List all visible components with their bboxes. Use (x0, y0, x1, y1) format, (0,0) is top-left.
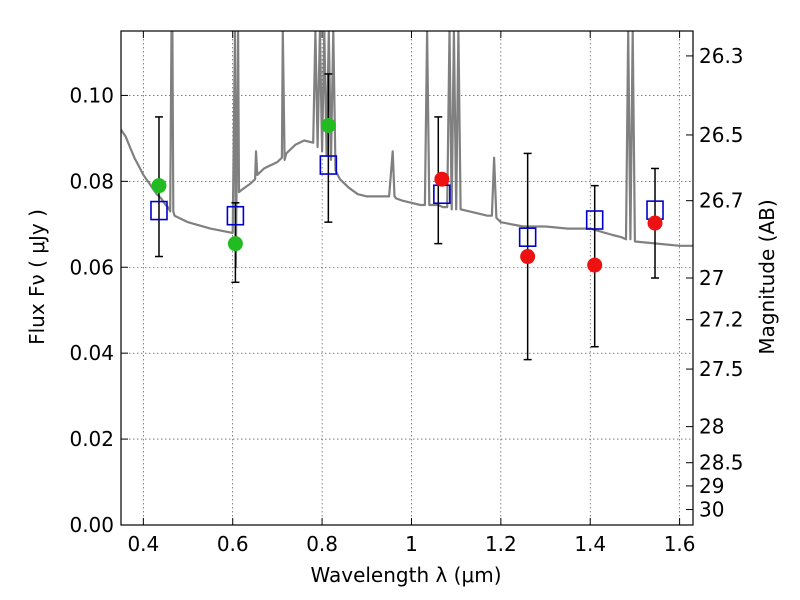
x-tick-label: 1.4 (574, 532, 606, 556)
y2-tick-label: 30 (699, 498, 724, 522)
y-tick-label: 0.02 (69, 427, 114, 451)
red-photometry-point (587, 257, 603, 273)
x-tick-label: 1.6 (664, 532, 696, 556)
y-tick-label: 0.08 (69, 169, 114, 193)
y2-tick-label: 29 (699, 474, 724, 498)
y2-tick-label: 27.2 (699, 308, 744, 332)
plot-area (121, 31, 693, 361)
red-photometry-point (647, 215, 663, 231)
model-photometry-square (319, 155, 338, 175)
y-tick-label: 0.04 (69, 341, 114, 365)
model-spectrum-line (121, 31, 693, 269)
y2-axis-label: Magnitude (AB) (755, 199, 779, 354)
y2-tick-label: 26.5 (699, 123, 744, 147)
y2-tick-label: 28 (699, 415, 724, 439)
green-photometry-point (320, 118, 336, 134)
model-photometry-square (150, 200, 168, 221)
ticks: 0.4 0.6 0.8 1 1.2 1.4 1.6 0.00 0.02 0.04 0.06 0.08 0… (69, 31, 744, 556)
y2-tick-label: 26.3 (699, 44, 744, 68)
model-photometry-square (518, 227, 537, 247)
x-axis-label: Wavelength λ (μm) (310, 563, 501, 587)
model-photometry-square (585, 210, 604, 230)
y-tick-label: 0.00 (69, 513, 114, 537)
y2-tick-label: 27 (699, 266, 724, 290)
x-tick-label: 0.8 (306, 532, 338, 556)
x-tick-label: 1 (405, 532, 418, 556)
red-photometry-point (434, 171, 450, 187)
y2-tick-label: 28.5 (699, 451, 744, 475)
y-tick-label: 0.06 (69, 255, 114, 279)
y-axis-label: Flux Fν ( μJy ) (25, 209, 49, 345)
y2-tick-label: 27.5 (699, 357, 744, 381)
y-tick-label: 0.10 (69, 83, 114, 107)
x-tick-label: 0.4 (127, 532, 159, 556)
green-photometry-point (227, 236, 243, 252)
x-tick-label: 1.2 (485, 532, 517, 556)
red-photometry-point (520, 249, 536, 265)
green-photometry-point (151, 178, 167, 194)
y2-tick-label: 26.7 (699, 189, 744, 213)
model-photometry-square (226, 205, 245, 226)
x-tick-label: 0.6 (217, 532, 249, 556)
